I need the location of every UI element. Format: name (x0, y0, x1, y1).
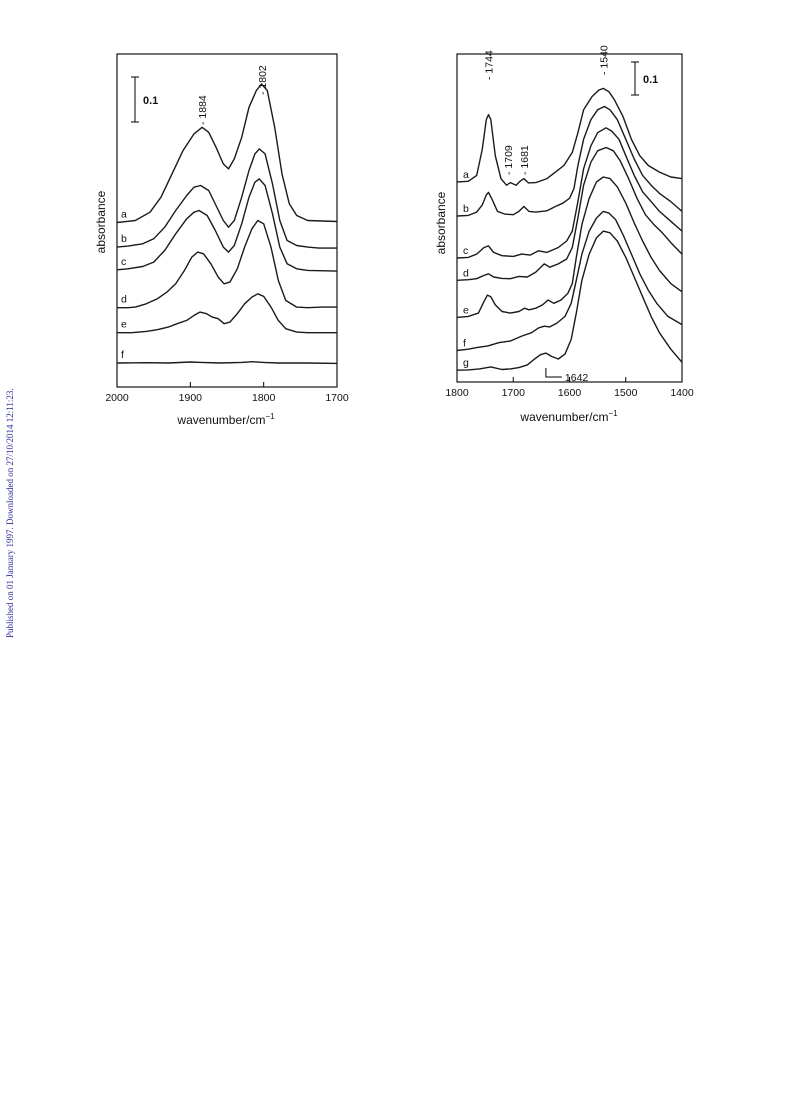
spectrum-trace-e (117, 293, 337, 334)
annotation-label-1642: 1642 (565, 372, 589, 384)
right-peak-labels: - 1744 - 1709 - 1681 - 1540 (484, 45, 611, 175)
spectrum-trace-f (456, 210, 683, 352)
right-x-ticks: 1800 1700 1600 1500 1400 (445, 377, 694, 399)
right-bottom-annotation: 1642 (545, 368, 589, 384)
curve-label-d: d (463, 267, 469, 279)
x-tick-label: 1400 (670, 387, 694, 399)
left-scale-bar: 0.1 (131, 76, 158, 123)
left-spectrum-chart: 2000 1900 1800 1700 abc d e f - 1884 - 1802 0.1… (94, 53, 349, 427)
curve-label-b: b (463, 203, 469, 215)
side-publication-note: Published on 01 January 1997. Downloaded… (5, 388, 15, 638)
right-curve-labels: a b cd e fg (463, 169, 469, 369)
x-tick-label: 1500 (614, 387, 638, 399)
right-y-axis-label: absorbance (434, 191, 448, 254)
right-traces (456, 87, 683, 371)
curve-label-f: f (463, 338, 466, 350)
right-spectrum-chart: 1800 1700 1600 1500 1400 a b cd e fg - 1744 - 170… (434, 45, 694, 424)
x-tick-label: 1600 (558, 387, 582, 399)
peak-label-1802: - 1802 (257, 65, 269, 95)
spectrum-trace-g (456, 230, 683, 371)
x-tick-label: 2000 (105, 392, 129, 404)
peak-label-1744: - 1744 (484, 50, 496, 80)
spectrum-trace-e (456, 176, 683, 319)
right-x-axis-label: wavenumber/cm−1 (519, 409, 618, 424)
x-tick-label: 1900 (179, 392, 203, 404)
spectrum-trace-c (456, 127, 683, 259)
curve-label-c: c (463, 245, 468, 257)
peak-label-1884: - 1884 (197, 95, 209, 125)
spectrum-trace-a (456, 87, 683, 186)
left-curve-labels: abc d e f (121, 209, 127, 362)
x-tick-label: 1800 (445, 387, 469, 399)
left-x-axis-label: wavenumber/cm−1 (176, 412, 275, 427)
spectrum-trace-b (456, 105, 683, 217)
peak-label-1540: - 1540 (598, 45, 610, 75)
x-tick-label: 1700 (502, 387, 526, 399)
x-tick-label: 1800 (252, 392, 276, 404)
spectrum-trace-d (456, 146, 683, 281)
spectrum-trace-a (116, 83, 338, 224)
spectrum-trace-c (116, 178, 338, 272)
spectrum-trace-f (116, 361, 338, 365)
annotation-leader-line (545, 368, 562, 378)
curve-label-b: b (121, 233, 127, 245)
right-scale-bar: 0.1 (631, 61, 658, 96)
left-x-ticks: 2000 1900 1800 1700 (105, 382, 349, 404)
curve-label-g: g (463, 357, 469, 369)
curve-label-a: a (463, 169, 469, 181)
right-scale-bar-label: 0.1 (643, 74, 658, 86)
left-peak-labels: - 1884 - 1802 (197, 65, 269, 125)
x-tick-label: 1700 (325, 392, 349, 404)
curve-label-a: a (121, 209, 127, 221)
spectrum-trace-b (116, 148, 337, 249)
curve-label-d: d (121, 294, 127, 306)
side-publication-note-text: Published on 01 January 1997. Downloaded… (5, 388, 15, 638)
left-y-axis-label: absorbance (94, 190, 108, 253)
peak-label-1709: - 1709 (503, 145, 515, 175)
left-scale-bar-label: 0.1 (143, 95, 158, 107)
spectrum-trace-d (117, 219, 337, 309)
curve-label-e: e (463, 304, 469, 316)
curve-label-e: e (121, 319, 127, 331)
peak-label-1681: - 1681 (519, 145, 531, 175)
left-traces (116, 83, 338, 365)
curve-label-c: c (121, 256, 126, 268)
curve-label-f: f (121, 349, 124, 361)
left-plot-frame (116, 53, 338, 388)
